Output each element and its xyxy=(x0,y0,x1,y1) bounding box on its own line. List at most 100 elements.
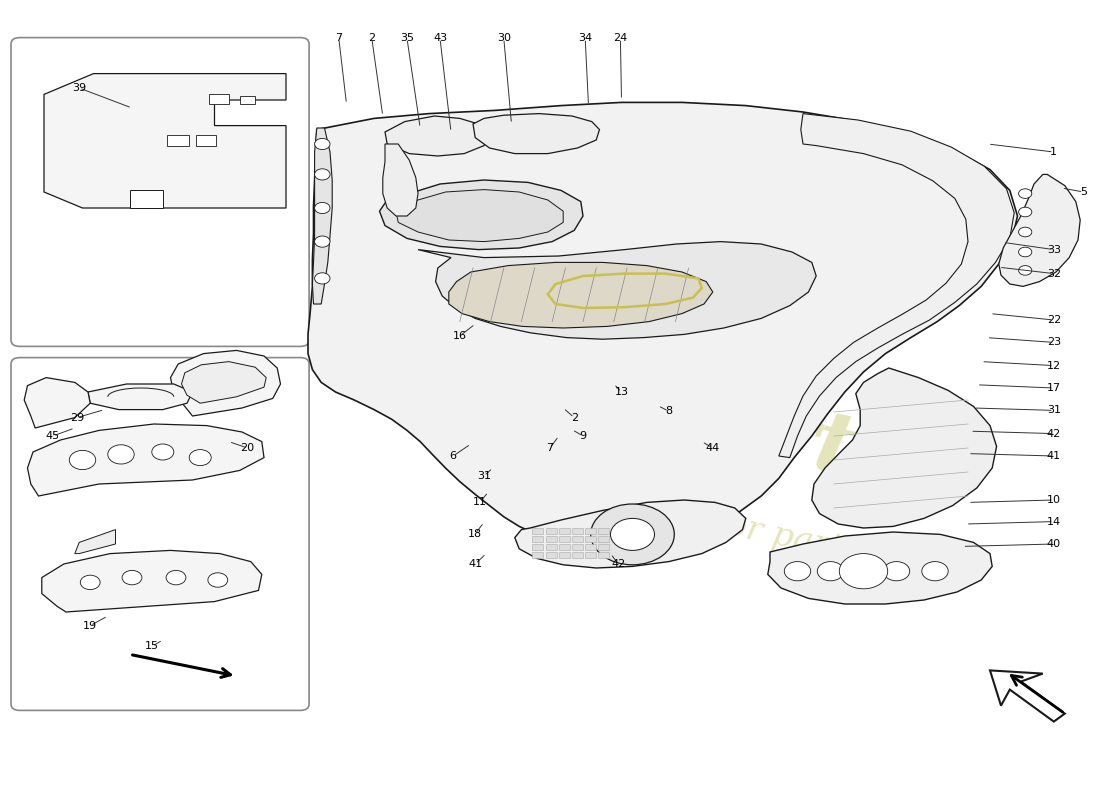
Polygon shape xyxy=(130,190,163,208)
Bar xyxy=(532,544,543,550)
Text: 42: 42 xyxy=(1047,429,1060,438)
Text: 12: 12 xyxy=(1047,361,1060,370)
Text: 10: 10 xyxy=(1047,495,1060,505)
Text: 41: 41 xyxy=(469,559,482,569)
Polygon shape xyxy=(308,102,1018,547)
Text: 9: 9 xyxy=(580,431,586,441)
Text: 7: 7 xyxy=(336,34,342,43)
Circle shape xyxy=(166,570,186,585)
Polygon shape xyxy=(88,384,192,410)
Text: 6: 6 xyxy=(450,451,456,461)
Bar xyxy=(572,528,583,534)
Polygon shape xyxy=(182,362,266,403)
Text: 7: 7 xyxy=(547,443,553,453)
Circle shape xyxy=(784,562,811,581)
Text: 2: 2 xyxy=(368,34,375,43)
Bar xyxy=(167,135,189,146)
Polygon shape xyxy=(75,530,116,554)
Polygon shape xyxy=(768,532,992,604)
Polygon shape xyxy=(990,670,1065,722)
Circle shape xyxy=(922,562,948,581)
Polygon shape xyxy=(385,116,490,156)
Circle shape xyxy=(69,450,96,470)
Text: 39: 39 xyxy=(73,83,86,93)
Text: 18: 18 xyxy=(469,529,482,538)
Text: 2: 2 xyxy=(571,413,578,422)
Text: 41: 41 xyxy=(1047,451,1060,461)
Text: 43: 43 xyxy=(433,34,447,43)
Bar xyxy=(559,536,570,542)
Bar xyxy=(598,536,609,542)
Circle shape xyxy=(839,554,888,589)
Text: 44: 44 xyxy=(706,443,719,453)
Circle shape xyxy=(883,562,910,581)
Text: 33: 33 xyxy=(1047,245,1060,254)
Bar xyxy=(532,528,543,534)
Bar xyxy=(559,552,570,558)
Text: 40: 40 xyxy=(1047,539,1060,549)
Circle shape xyxy=(315,202,330,214)
Text: 32: 32 xyxy=(1047,269,1060,278)
Polygon shape xyxy=(379,180,583,250)
Circle shape xyxy=(610,518,654,550)
Polygon shape xyxy=(44,74,286,208)
Text: 29: 29 xyxy=(70,413,84,422)
Text: 20: 20 xyxy=(241,443,254,453)
FancyBboxPatch shape xyxy=(11,38,309,346)
Polygon shape xyxy=(999,174,1080,286)
Bar xyxy=(546,528,557,534)
Bar xyxy=(559,528,570,534)
Text: 15: 15 xyxy=(145,642,158,651)
Polygon shape xyxy=(473,114,600,154)
Bar xyxy=(585,528,596,534)
Circle shape xyxy=(108,445,134,464)
Polygon shape xyxy=(449,262,713,328)
Text: 8: 8 xyxy=(666,406,672,416)
Polygon shape xyxy=(418,242,816,339)
FancyBboxPatch shape xyxy=(11,358,309,710)
Circle shape xyxy=(591,504,674,565)
Bar xyxy=(572,544,583,550)
Text: 16: 16 xyxy=(453,331,466,341)
Text: 22: 22 xyxy=(1047,315,1060,325)
Text: a passion for parts: a passion for parts xyxy=(547,471,861,569)
Bar xyxy=(240,96,255,104)
Polygon shape xyxy=(515,500,746,568)
Polygon shape xyxy=(779,114,1014,458)
Circle shape xyxy=(1019,247,1032,257)
Bar xyxy=(585,544,596,550)
Bar xyxy=(209,94,229,104)
Circle shape xyxy=(1019,227,1032,237)
Bar xyxy=(546,536,557,542)
Circle shape xyxy=(315,138,330,150)
Polygon shape xyxy=(396,190,563,242)
Circle shape xyxy=(1019,266,1032,275)
Bar xyxy=(546,552,557,558)
Bar xyxy=(585,552,596,558)
Bar xyxy=(532,536,543,542)
Bar xyxy=(598,528,609,534)
Circle shape xyxy=(315,273,330,284)
Bar xyxy=(598,552,609,558)
Text: européparts: européparts xyxy=(321,297,911,503)
Text: 1: 1 xyxy=(1050,147,1057,157)
Polygon shape xyxy=(312,128,332,304)
Polygon shape xyxy=(812,368,997,528)
Polygon shape xyxy=(42,550,262,612)
Bar xyxy=(546,544,557,550)
Bar xyxy=(559,544,570,550)
Text: 5: 5 xyxy=(1080,187,1087,197)
Polygon shape xyxy=(28,424,264,496)
Polygon shape xyxy=(383,144,418,216)
Text: 45: 45 xyxy=(46,431,59,441)
Text: 35: 35 xyxy=(400,34,414,43)
Bar xyxy=(572,552,583,558)
Circle shape xyxy=(315,236,330,247)
Text: 19: 19 xyxy=(84,621,97,630)
Bar xyxy=(196,135,216,146)
Text: 31: 31 xyxy=(477,471,491,481)
Bar xyxy=(532,552,543,558)
Bar xyxy=(572,536,583,542)
Circle shape xyxy=(1019,189,1032,198)
Circle shape xyxy=(1019,207,1032,217)
